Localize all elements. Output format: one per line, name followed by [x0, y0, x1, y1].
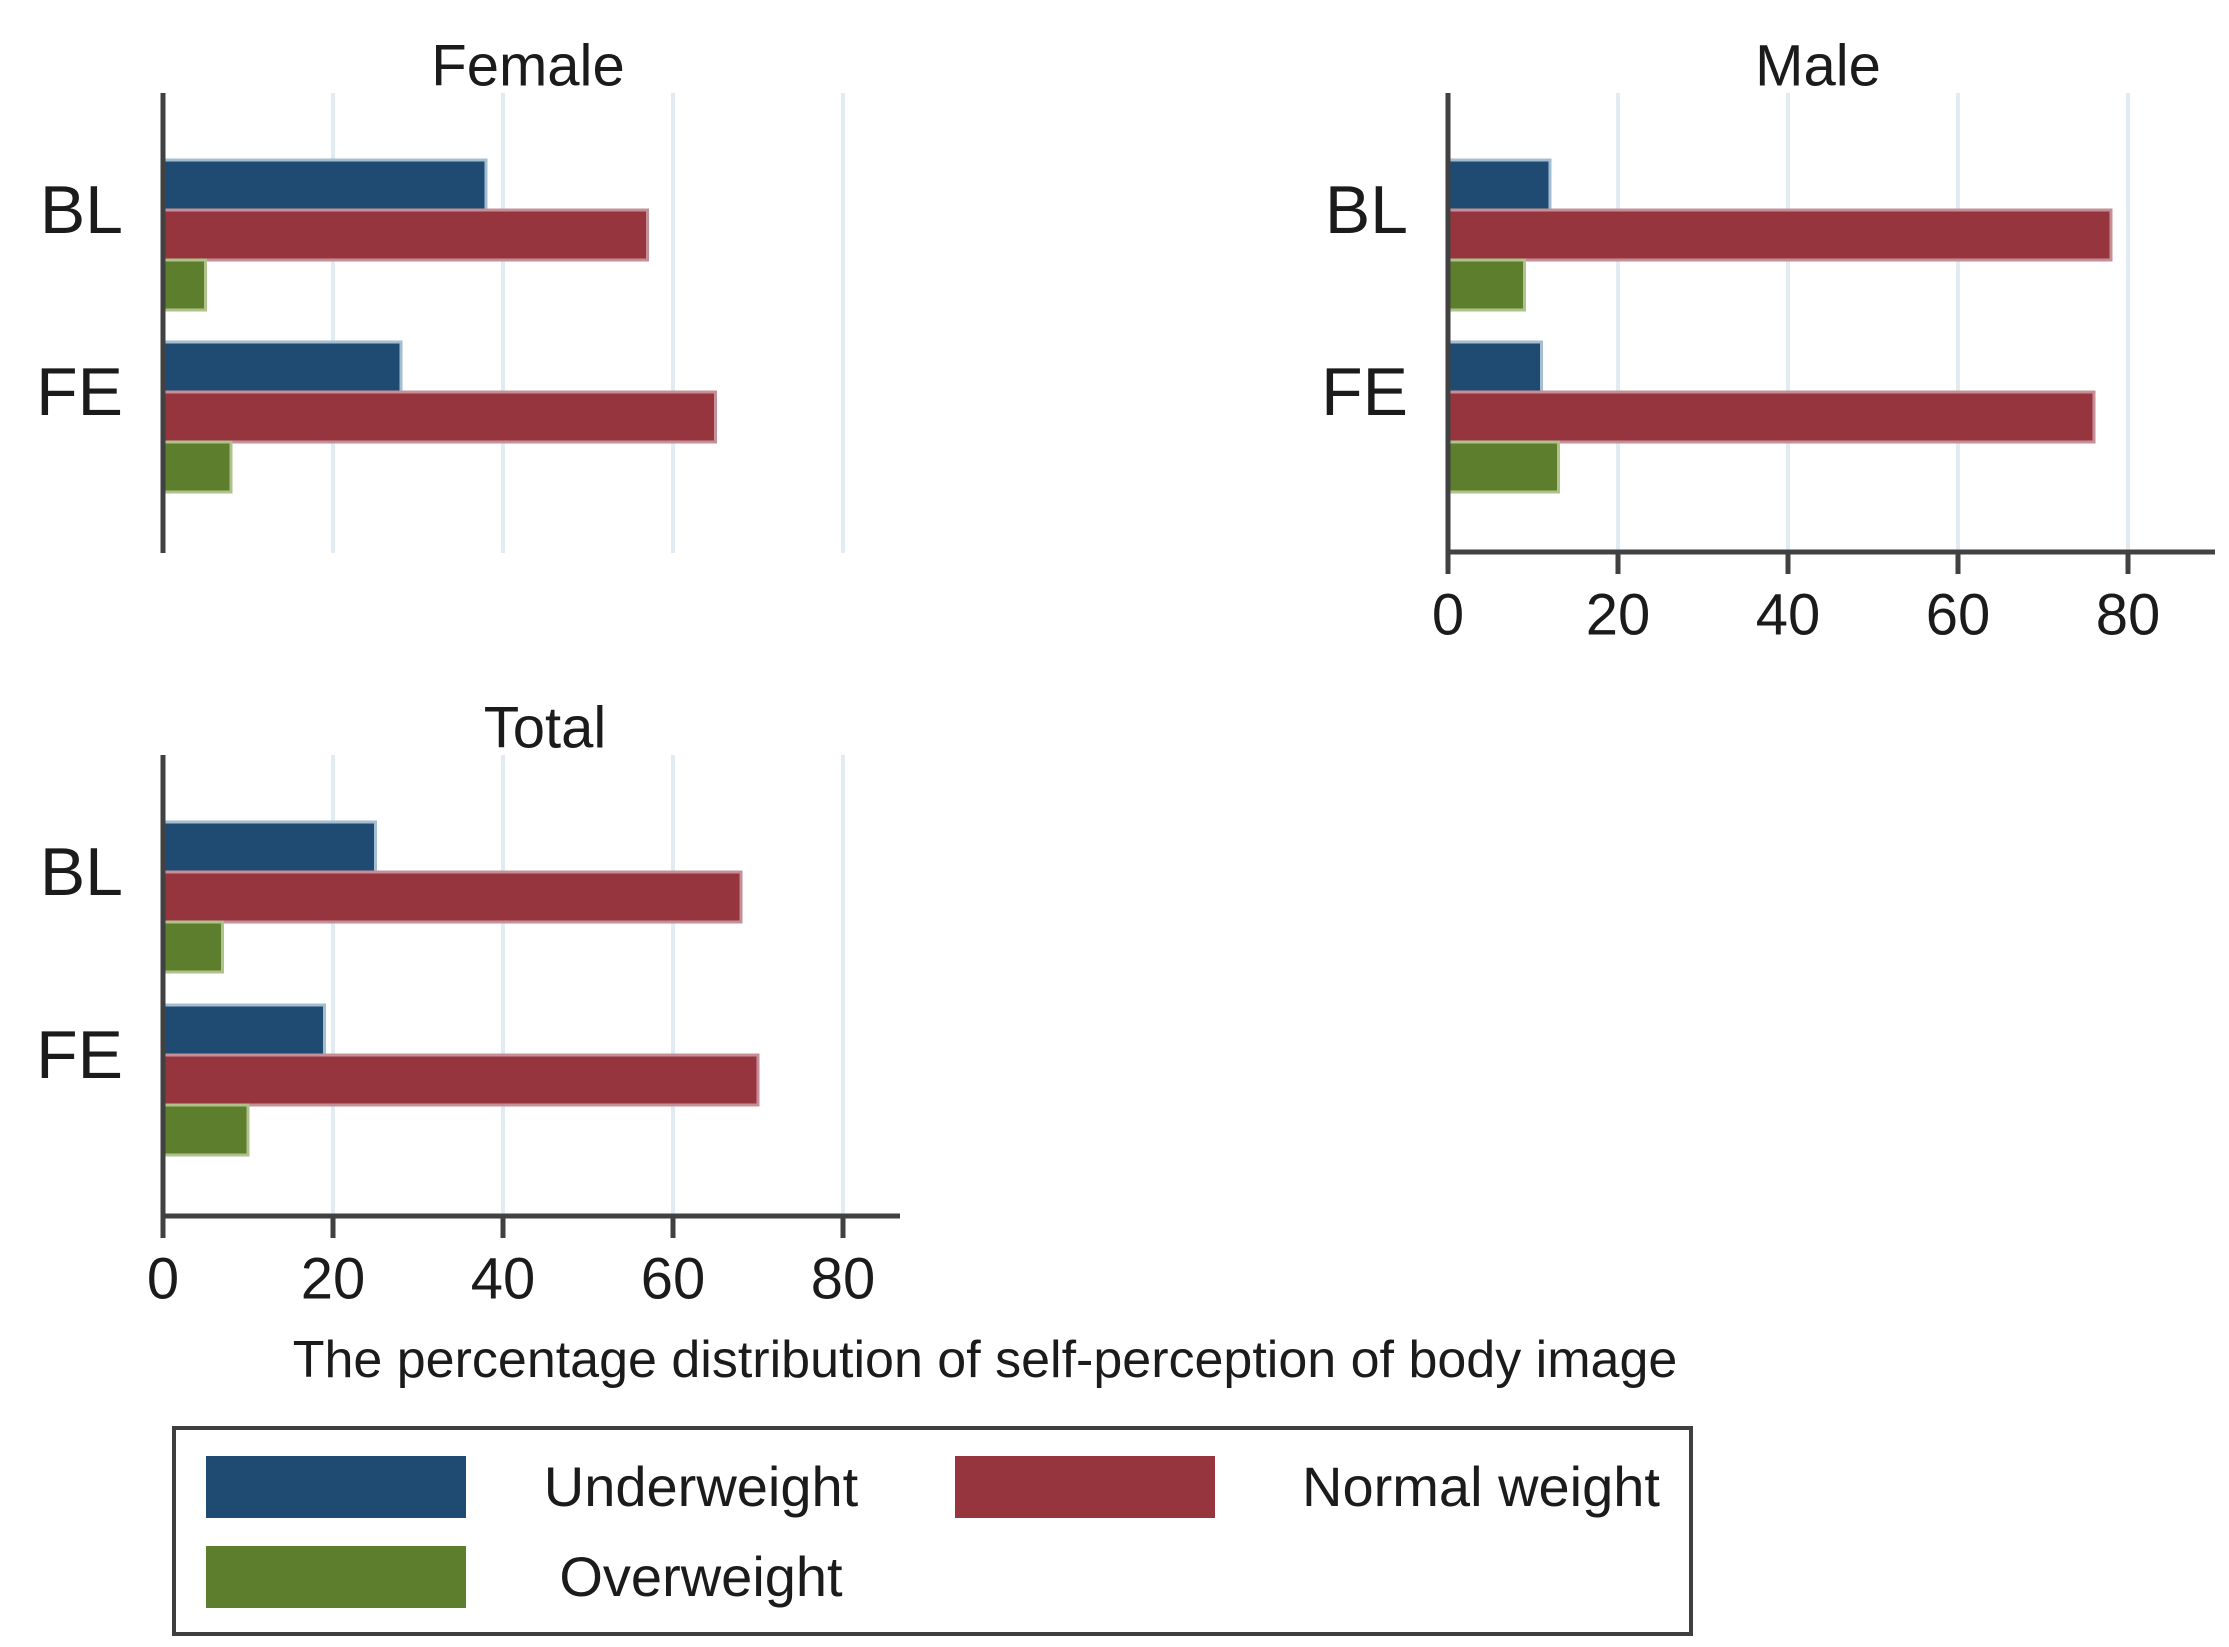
legend-swatch-normal-weight — [955, 1456, 1215, 1518]
bar-female-BL-normal-weight — [161, 208, 649, 262]
bar-female-FE-overweight — [161, 440, 233, 494]
bar-total-BL-normal-weight — [161, 870, 743, 924]
x-tick-label-male-0: 0 — [1432, 583, 1464, 648]
x-tick-label-male-60: 60 — [1926, 583, 1991, 648]
category-label-male-BL: BL — [1325, 172, 1408, 248]
x-tick-label-total-60: 60 — [641, 1247, 706, 1312]
panel-male: BL FE 0 20 40 60 80 Male — [1321, 34, 2215, 648]
x-tick-label-male-40: 40 — [1756, 583, 1821, 648]
panel-title-male: Male — [1755, 34, 1881, 99]
bar-total-BL-overweight — [161, 920, 224, 974]
panel-title-total: Total — [484, 696, 607, 761]
bar-male-BL-normal-weight — [1446, 208, 2113, 262]
legend-label-normal-weight: Normal weight — [1302, 1455, 1660, 1518]
bar-total-BL-underweight — [161, 820, 377, 874]
legend-swatch-overweight — [206, 1546, 466, 1608]
x-tick-label-total-0: 0 — [147, 1247, 179, 1312]
bar-total-FE-underweight — [161, 1003, 326, 1057]
bar-male-FE-overweight — [1446, 440, 1560, 494]
x-tick-label-male-20: 20 — [1586, 583, 1651, 648]
chart-caption: The percentage distribution of self-perc… — [292, 1331, 1678, 1389]
bar-female-FE-underweight — [161, 340, 403, 394]
category-label-total-BL: BL — [40, 834, 123, 910]
bar-female-BL-overweight — [161, 258, 207, 312]
category-label-female-FE: FE — [36, 354, 123, 430]
bar-total-FE-normal-weight — [161, 1053, 760, 1107]
x-tick-label-total-40: 40 — [471, 1247, 536, 1312]
legend: Underweight Normal weight Overweight — [172, 1426, 1693, 1636]
x-tick-label-total-20: 20 — [301, 1247, 366, 1312]
panel-female: BL FE Female — [36, 34, 845, 553]
bar-total-FE-overweight — [161, 1103, 250, 1157]
x-tick-label-male-80: 80 — [2096, 583, 2161, 648]
category-label-male-FE: FE — [1321, 354, 1408, 430]
category-label-female-BL: BL — [40, 172, 123, 248]
legend-swatch-underweight — [206, 1456, 466, 1518]
bar-male-FE-underweight — [1446, 340, 1543, 394]
category-label-total-FE: FE — [36, 1017, 123, 1093]
bar-male-BL-underweight — [1446, 158, 1552, 212]
legend-label-overweight: Overweight — [559, 1545, 843, 1608]
x-tick-label-total-80: 80 — [811, 1247, 876, 1312]
bar-male-BL-overweight — [1446, 258, 1526, 312]
bar-male-FE-normal-weight — [1446, 390, 2096, 444]
panel-title-female: Female — [431, 34, 624, 99]
bar-female-BL-underweight — [161, 158, 488, 212]
bar-female-FE-normal-weight — [161, 390, 717, 444]
legend-label-underweight: Underweight — [543, 1455, 859, 1518]
panel-total: BL FE 0 20 40 60 80 Total — [36, 696, 900, 1312]
